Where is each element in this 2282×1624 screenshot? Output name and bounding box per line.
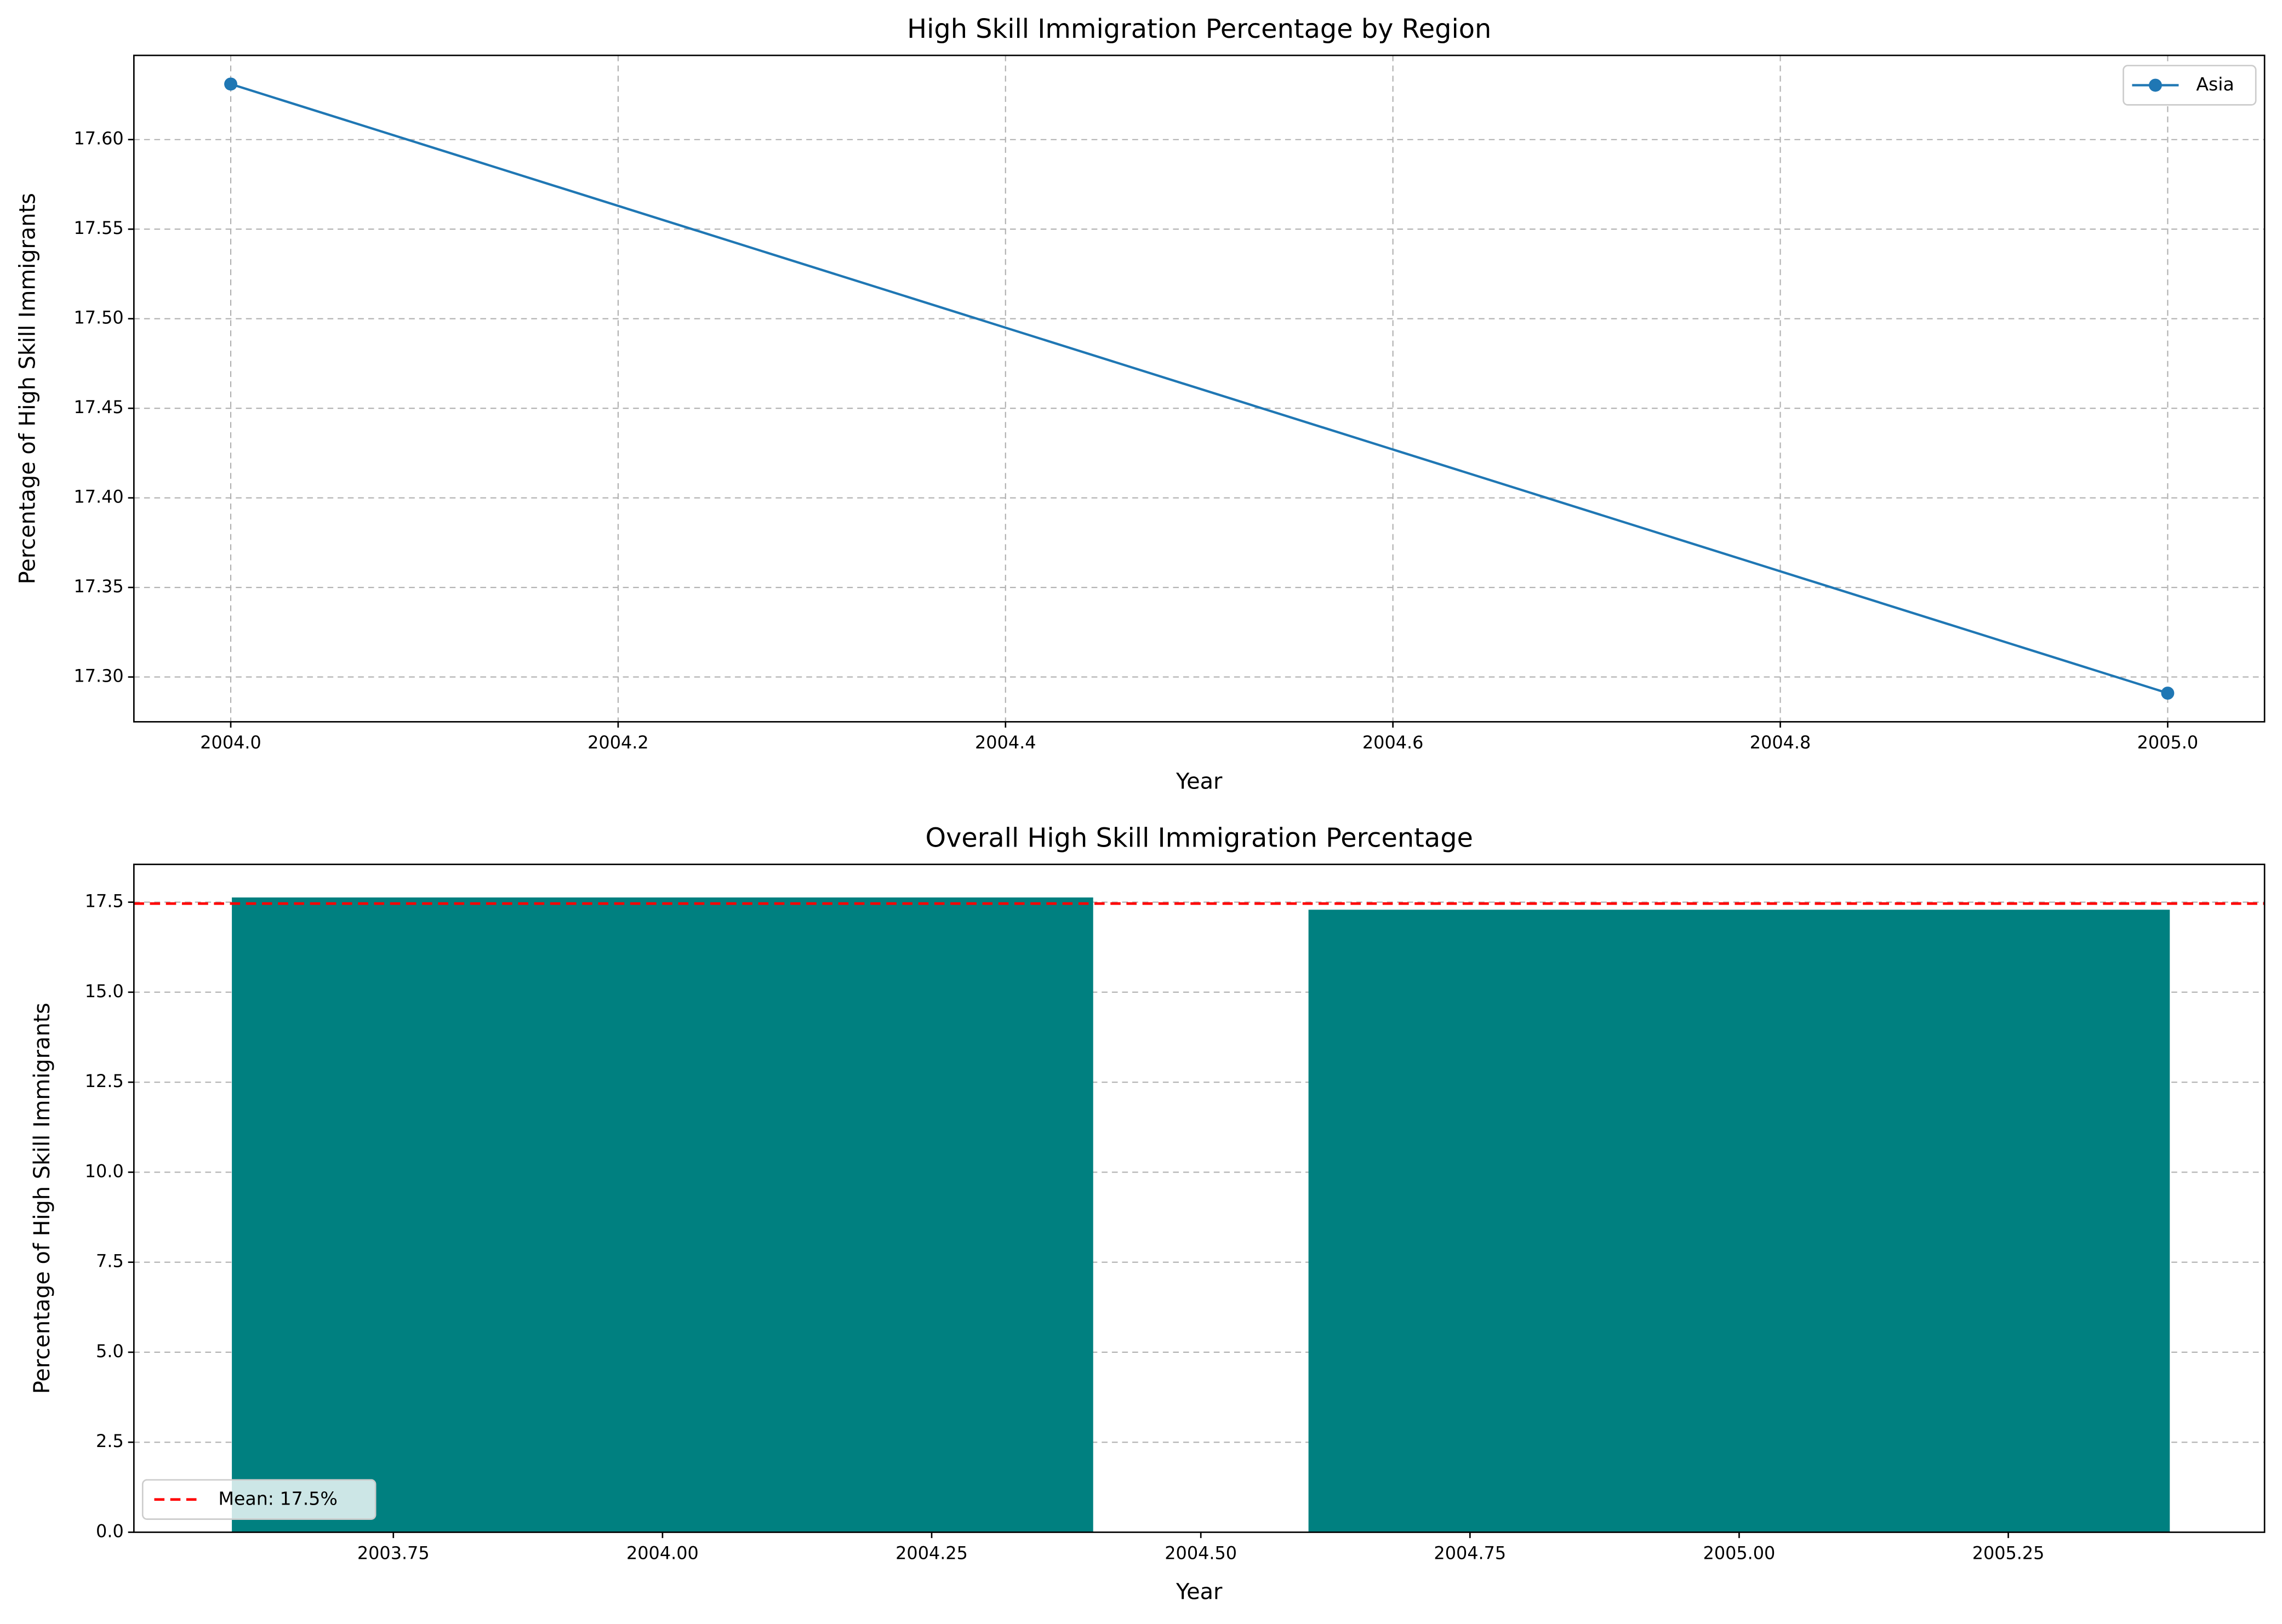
legend-box [2123, 65, 2257, 106]
x-axis-label: Year [1176, 769, 1223, 794]
legend-label: Mean: 17.5% [218, 1488, 338, 1509]
x-tick-label: 2005.0 [2137, 732, 2198, 753]
legend-box [141, 1479, 376, 1520]
y-tick-label: 17.50 [74, 307, 124, 328]
x-axis-label: Year [1176, 1580, 1223, 1605]
line [230, 83, 2169, 695]
x-tick-label: 2004.0 [200, 732, 261, 753]
bar [232, 897, 1093, 1532]
x-tick-label: 2004.25 [895, 1542, 968, 1563]
x-tick-label: 2005.00 [1703, 1542, 1776, 1563]
x-tick-label: 2004.2 [587, 732, 648, 753]
y-tick-label: 2.5 [96, 1431, 124, 1451]
y-tick-label: 17.30 [74, 666, 124, 687]
y-tick-label: 10.0 [85, 1160, 124, 1181]
x-tick-label: 2003.75 [357, 1542, 430, 1563]
axes-frame [133, 864, 2266, 1533]
y-tick-label: 17.5 [85, 891, 124, 912]
y-tick-label: 17.60 [74, 128, 124, 149]
x-tick-label: 2005.25 [1972, 1542, 2045, 1563]
y-tick-label: 5.0 [96, 1341, 124, 1362]
subplot: 0.0 2.5 5.0 7.5 10.0 12.5 15.0 17.5 2003.75 2004.… [30, 823, 2266, 1605]
chart-title: Overall High Skill Immigration Percentag… [925, 823, 1473, 853]
y-tick-label: 17.35 [74, 576, 124, 597]
bar [1308, 910, 2170, 1532]
y-tick-label: 12.5 [85, 1071, 124, 1091]
chart-title: High Skill Immigration Percentage by Reg… [907, 14, 1491, 44]
axes-frame [133, 54, 2266, 723]
y-axis-label: Percentage of High Skill Immigrants [15, 193, 41, 584]
marker [2161, 687, 2175, 700]
y-tick-label: 15.0 [85, 981, 124, 1002]
x-tick-label: 2004.6 [1362, 732, 1423, 753]
y-tick-label: 17.45 [74, 397, 124, 418]
x-tick-label: 2004.50 [1165, 1542, 1237, 1563]
x-tick-label: 2004.75 [1434, 1542, 1506, 1563]
x-tick-label: 2004.00 [626, 1542, 699, 1563]
y-tick-label: 17.40 [74, 487, 124, 507]
y-axis-label: Percentage of High Skill Immigrants [30, 1003, 55, 1394]
legend-label: Asia [2196, 73, 2234, 95]
y-tick-label: 0.0 [96, 1521, 124, 1542]
subplot: 17.30 17.35 17.40 17.45 17.50 17.55 17.60 2004.… [15, 14, 2266, 794]
marker [224, 77, 237, 91]
y-tick-label: 7.5 [96, 1251, 124, 1272]
legend-marker [2149, 78, 2162, 92]
x-tick-label: 2004.4 [975, 732, 1036, 753]
x-tick-label: 2004.8 [1750, 732, 1811, 753]
y-tick-label: 17.55 [74, 218, 124, 238]
